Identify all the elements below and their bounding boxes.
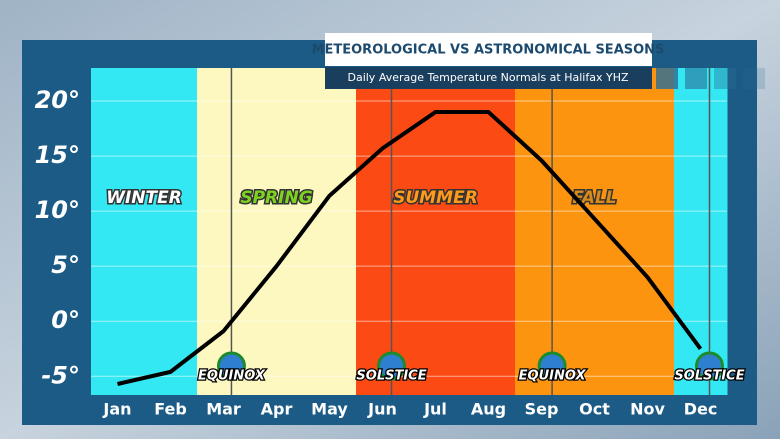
x-tick-label: Jun — [367, 400, 397, 419]
globe-icon — [695, 351, 725, 381]
decor — [743, 68, 765, 89]
y-tick-label: -5° — [41, 361, 80, 389]
season-band — [197, 68, 251, 395]
season-band — [250, 68, 304, 395]
globe-icon — [537, 351, 567, 381]
x-tick-label: Nov — [630, 400, 665, 419]
decor — [656, 68, 678, 89]
season-band — [462, 68, 516, 395]
y-tick-label: 10° — [35, 196, 80, 224]
event-label: EQUINOX — [198, 369, 266, 384]
event-label: SOLSTICE — [356, 369, 426, 384]
title-box — [325, 33, 652, 66]
y-tick-label: 20° — [35, 86, 80, 114]
season-label: WINTER — [106, 188, 182, 208]
y-tick-label: 15° — [35, 141, 80, 169]
season-band — [409, 68, 463, 395]
globe-icon — [377, 351, 407, 381]
chart-subtitle: Daily Average Temperature Normals at Hal… — [347, 71, 628, 84]
x-tick-label: Dec — [684, 400, 718, 419]
x-tick-label: Apr — [261, 400, 293, 419]
x-tick-label: Mar — [206, 400, 241, 419]
x-tick-label: Sep — [525, 400, 559, 419]
globe-icon — [216, 351, 246, 381]
y-tick-label: 0° — [51, 306, 80, 334]
season-band — [91, 68, 145, 395]
x-tick-label: Aug — [471, 400, 506, 419]
season-band — [568, 68, 622, 395]
season-band — [356, 68, 410, 395]
x-tick-label: Oct — [579, 400, 610, 419]
x-tick-label: May — [311, 400, 348, 419]
temperature-line — [117, 110, 703, 386]
season-band — [621, 68, 675, 395]
chart-title: METEOROLOGICAL VS ASTRONOMICAL SEASONS — [312, 43, 665, 58]
x-tick-label: Feb — [154, 400, 187, 419]
event-label: EQUINOX — [519, 369, 587, 384]
season-band — [674, 68, 728, 395]
season-label: FALL — [572, 188, 616, 208]
decor — [714, 68, 736, 89]
plot-area: WINTER SPRING SUMMER FALL EQUINOX SOLSTICE EQU… — [91, 68, 746, 395]
x-tick-label: Jul — [423, 400, 447, 419]
x-tick-label: Jan — [102, 400, 131, 419]
decor — [685, 68, 707, 89]
season-band — [515, 68, 569, 395]
season-band — [303, 68, 357, 395]
season-label: SPRING — [240, 188, 312, 208]
subtitle-box — [325, 67, 652, 89]
event-label: SOLSTICE — [674, 369, 744, 384]
y-tick-label: 5° — [51, 251, 80, 279]
season-band — [144, 68, 198, 395]
season-label: SUMMER — [393, 188, 478, 208]
